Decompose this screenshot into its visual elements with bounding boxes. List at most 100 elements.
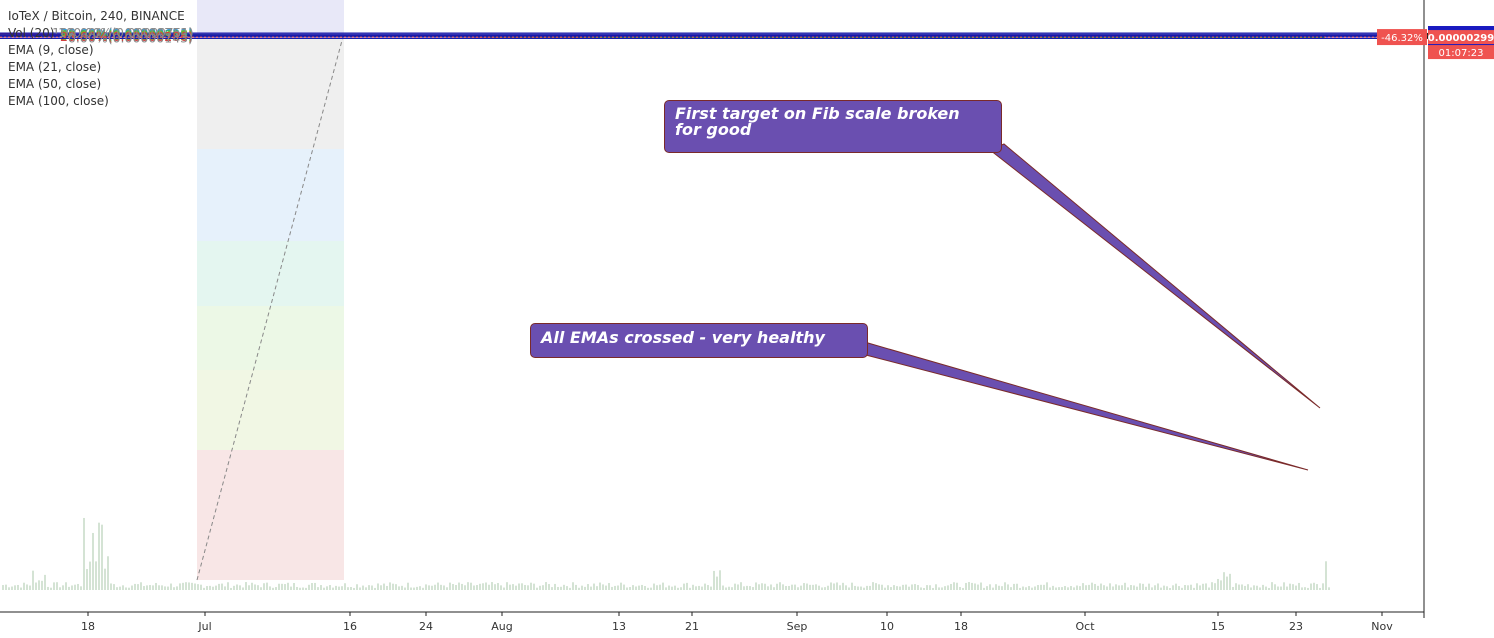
- volume-bar: [323, 587, 325, 590]
- volume-bar: [1064, 586, 1066, 590]
- volume-bar: [1103, 585, 1105, 590]
- volume-bar: [1217, 578, 1219, 590]
- volume-bar: [1190, 584, 1192, 590]
- volume-bar: [986, 586, 988, 590]
- volume-bar: [731, 587, 733, 590]
- volume-bar: [299, 587, 301, 590]
- volume-bar: [674, 585, 676, 590]
- volume-bar: [401, 585, 403, 590]
- volume-bar: [1118, 585, 1120, 590]
- volume-bar: [881, 584, 883, 590]
- volume-bar: [500, 585, 502, 590]
- volume-bar: [1028, 586, 1030, 590]
- volume-bar: [785, 585, 787, 590]
- fib-zone-1: [197, 33, 344, 149]
- volume-bar: [1181, 587, 1183, 590]
- price-tags: 0.000007510.000006210.000005190.00000446…: [1377, 26, 1494, 60]
- volume-bar: [38, 580, 40, 590]
- volume-bar: [842, 582, 844, 590]
- volume-bar: [1055, 587, 1057, 590]
- volume-bar: [611, 586, 613, 590]
- volume-bar: [1058, 587, 1060, 590]
- volume-bar: [920, 587, 922, 590]
- volume-bar: [1154, 585, 1156, 590]
- volume-bar: [887, 585, 889, 590]
- change-tag-bg: [1377, 29, 1427, 46]
- volume-bar: [944, 586, 946, 590]
- volume-bar: [854, 585, 856, 590]
- vol-legend: Vol (20) 100.00%(0.00000751): [8, 25, 194, 42]
- volume-bar: [836, 582, 838, 590]
- volume-bar: [137, 584, 139, 590]
- volume-bar: [1127, 587, 1129, 590]
- fib-zones: [196, 0, 345, 581]
- ema21-legend: EMA (21, close): [8, 60, 102, 74]
- volume-bar: [1037, 585, 1039, 590]
- volume-bar: [71, 585, 73, 590]
- volume-bar: [65, 582, 67, 590]
- volume-bar: [281, 583, 283, 590]
- volume-bar: [284, 584, 286, 590]
- volume-bar: [476, 585, 478, 590]
- x-tick-label: 23: [1289, 620, 1303, 633]
- volume-bar: [1136, 586, 1138, 590]
- volume-bar: [44, 574, 46, 590]
- symbol-title: IoTeX / Bitcoin, 240, BINANCE: [8, 9, 185, 23]
- fib-zone-3: [197, 241, 344, 306]
- volume-bar: [338, 586, 340, 590]
- volume-bar: [320, 585, 322, 590]
- volume-bar: [386, 585, 388, 590]
- volume-bar: [782, 584, 784, 590]
- volume-bar: [326, 586, 328, 590]
- volume-bar: [767, 586, 769, 590]
- volume-bar: [1268, 587, 1270, 590]
- volume-bar: [770, 584, 772, 590]
- volume-bar: [128, 587, 130, 590]
- volume-bar: [239, 585, 241, 590]
- volume-bar: [776, 583, 778, 590]
- volume-bar: [1199, 585, 1201, 590]
- volume-bar: [248, 585, 250, 590]
- volume-bar: [203, 587, 205, 590]
- volume-bar: [167, 586, 169, 590]
- volume-bar: [764, 583, 766, 590]
- volume-bar: [266, 582, 268, 590]
- volume-bar: [959, 586, 961, 590]
- volume-bar: [689, 587, 691, 590]
- volume-bar: [443, 585, 445, 590]
- volume-bar: [1289, 583, 1291, 590]
- volume-bar: [974, 583, 976, 590]
- volume-bar: [497, 583, 499, 590]
- volume-bar: [371, 585, 373, 590]
- volume-bar: [659, 584, 661, 590]
- volume-bar: [179, 583, 181, 590]
- callout-fib-target[interactable]: First target on Fib scale broken for goo…: [664, 100, 1002, 153]
- volume-bar: [1145, 586, 1147, 590]
- volume-bar: [572, 582, 574, 590]
- volume-bar: [1061, 587, 1063, 590]
- volume-bar: [1205, 583, 1207, 590]
- volume-bar: [14, 585, 16, 590]
- volume-bar: [1247, 584, 1249, 590]
- volume-bar: [311, 583, 313, 590]
- volume-bar: [1223, 572, 1225, 590]
- volume-bar: [1208, 587, 1210, 590]
- volume-bar: [851, 582, 853, 590]
- volume-bar: [914, 584, 916, 590]
- volume-bar: [1004, 582, 1006, 590]
- volume-bar: [1328, 587, 1330, 590]
- ema100-legend: EMA (100, close): [8, 94, 109, 108]
- volume-bar: [752, 587, 754, 590]
- volume-bar: [1322, 583, 1324, 590]
- volume-bar: [53, 582, 55, 590]
- callout-emas-crossed[interactable]: All EMAs crossed - very healthy: [530, 323, 868, 358]
- volume-bar: [1166, 586, 1168, 590]
- volume-bar: [155, 582, 157, 590]
- volume-bar: [2, 585, 4, 590]
- volume-bar: [62, 585, 64, 590]
- volume-bar: [575, 584, 577, 590]
- volume-bar: [452, 584, 454, 590]
- volume-bar: [194, 583, 196, 590]
- volume-bar: [440, 584, 442, 590]
